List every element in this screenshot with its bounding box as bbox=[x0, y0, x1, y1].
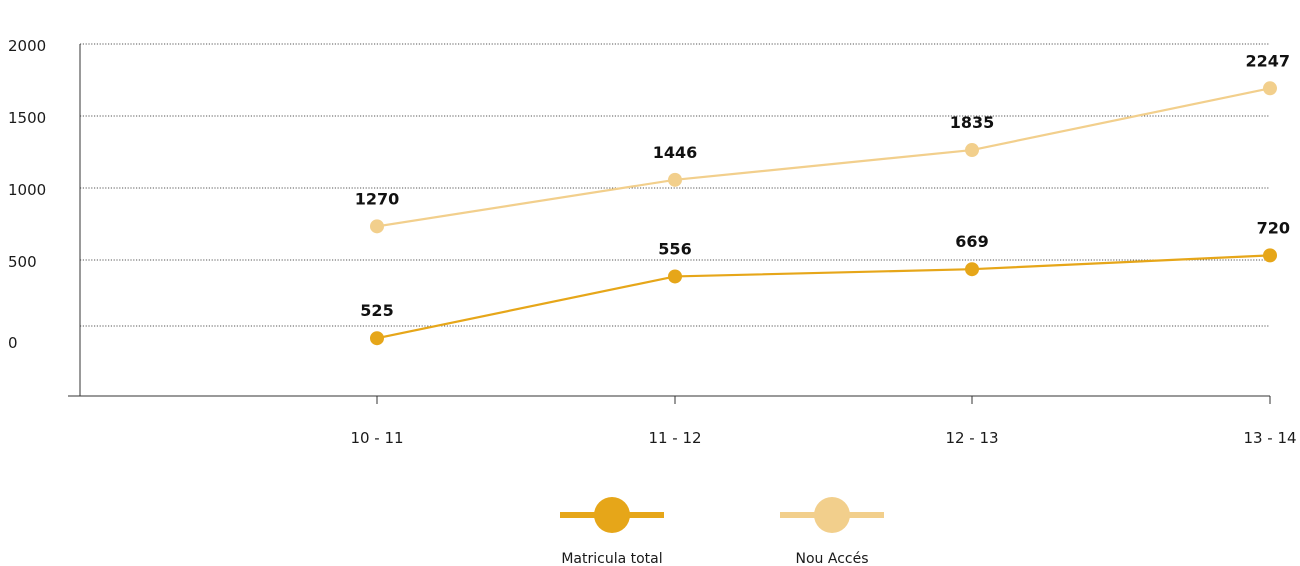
x-tick-label: 12 - 13 bbox=[945, 429, 998, 447]
data-label: 669 bbox=[955, 232, 988, 251]
data-label: 1446 bbox=[653, 143, 698, 162]
data-point bbox=[370, 331, 384, 346]
x-tick-label: 10 - 11 bbox=[350, 429, 403, 447]
legend-label: Matricula total bbox=[561, 551, 662, 566]
y-axis-ticks: 2000 1500 1000 500 0 bbox=[8, 37, 46, 352]
data-point bbox=[1263, 248, 1277, 263]
series-line-1 bbox=[376, 87, 1271, 228]
y-tick-label: 500 bbox=[8, 253, 37, 271]
data-point bbox=[668, 172, 682, 187]
x-tick-label: 11 - 12 bbox=[648, 429, 701, 447]
data-point bbox=[965, 143, 979, 158]
y-tick-label: 1000 bbox=[8, 181, 46, 199]
data-label: 720 bbox=[1257, 218, 1290, 237]
legend: Matricula total Nou Accés bbox=[560, 497, 884, 566]
legend-marker-0 bbox=[594, 497, 630, 533]
data-label: 1270 bbox=[355, 189, 400, 208]
data-point bbox=[668, 269, 682, 284]
data-point bbox=[1263, 81, 1277, 96]
legend-label: Nou Accés bbox=[796, 551, 869, 566]
data-label: 556 bbox=[658, 239, 691, 258]
data-point bbox=[370, 219, 384, 234]
data-label: 1835 bbox=[950, 113, 995, 132]
y-tick-label: 0 bbox=[8, 334, 18, 352]
y-tick-label: 1500 bbox=[8, 109, 46, 127]
data-label: 525 bbox=[360, 301, 393, 320]
y-tick-label: 2000 bbox=[8, 37, 46, 55]
series-line-0 bbox=[376, 254, 1271, 340]
data-point bbox=[965, 262, 979, 277]
legend-marker-1 bbox=[814, 497, 850, 533]
series-group: 1270 1446 1835 2247 525 556 669 720 bbox=[355, 51, 1290, 346]
x-axis: 10 - 11 11 - 12 12 - 13 13 - 14 bbox=[68, 44, 1297, 447]
data-label: 2247 bbox=[1245, 51, 1290, 70]
grid-lines bbox=[80, 43, 1270, 327]
x-tick-label: 13 - 14 bbox=[1243, 429, 1296, 447]
